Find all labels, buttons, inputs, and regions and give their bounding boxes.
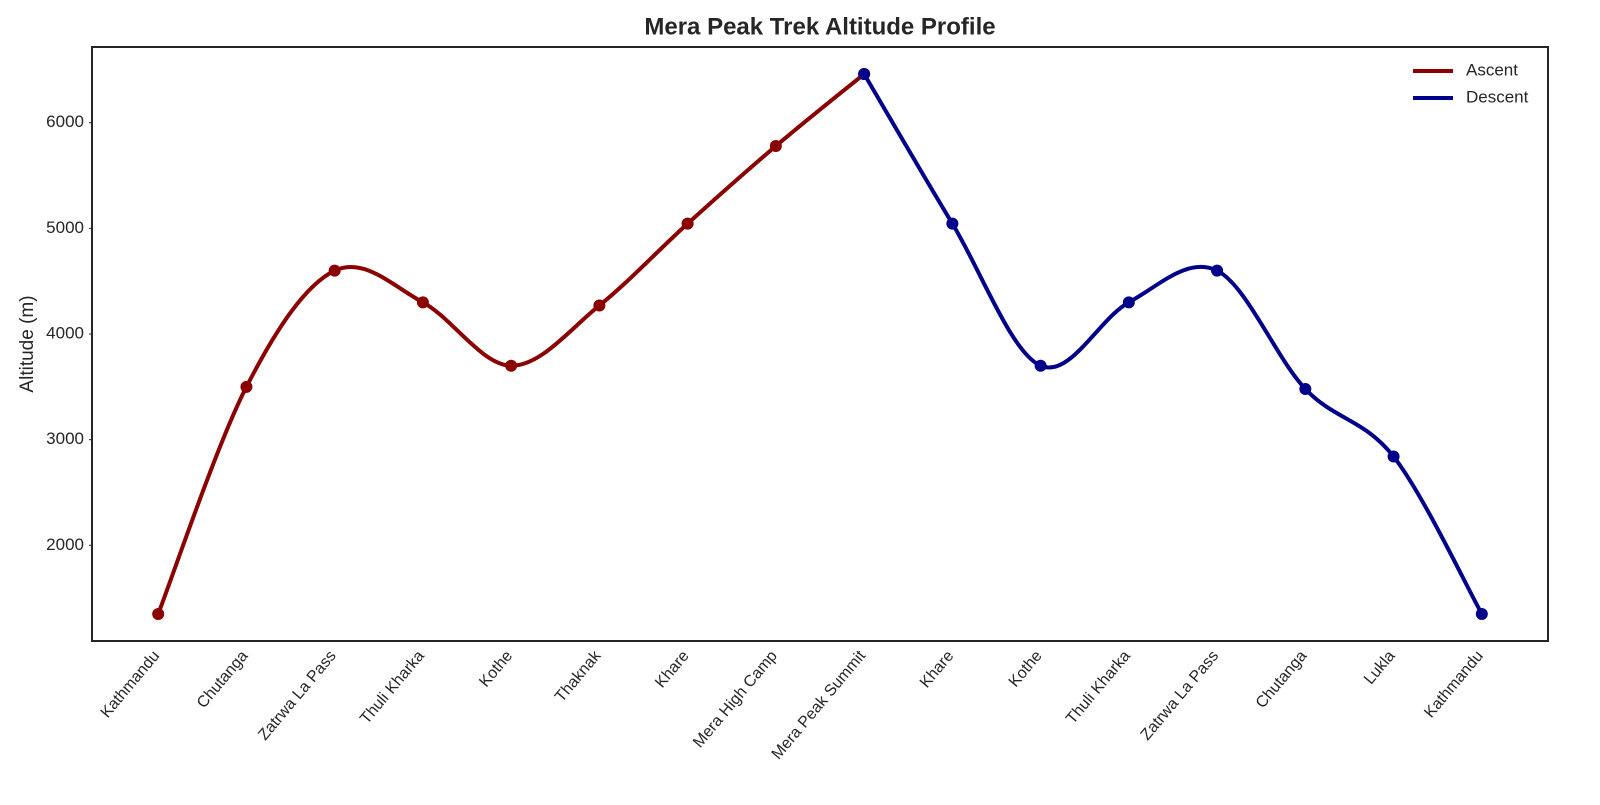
point [858,68,871,81]
point [152,607,165,620]
y-tick-label: 3000 [46,429,84,448]
point [1211,264,1224,277]
point [946,217,959,230]
y-tick-label: 5000 [46,218,84,237]
legend-label: Descent [1466,87,1529,106]
point [681,217,694,230]
point [1034,359,1047,372]
chart-title: Mera Peak Trek Altitude Profile [644,13,995,40]
point [505,359,518,372]
y-tick-label: 6000 [46,112,84,131]
point [240,380,253,393]
plot-frame [91,46,1549,642]
point [1475,607,1488,620]
point [1299,382,1312,395]
y-axis-label: Altitude (m) [17,295,38,392]
point [1122,296,1135,309]
point [593,299,606,312]
point [769,139,782,152]
legend-label: Ascent [1466,60,1518,79]
point [328,264,341,277]
y-tick-label: 2000 [46,535,84,554]
point [416,296,429,309]
point [1387,450,1400,463]
y-tick-label: 4000 [46,324,84,343]
